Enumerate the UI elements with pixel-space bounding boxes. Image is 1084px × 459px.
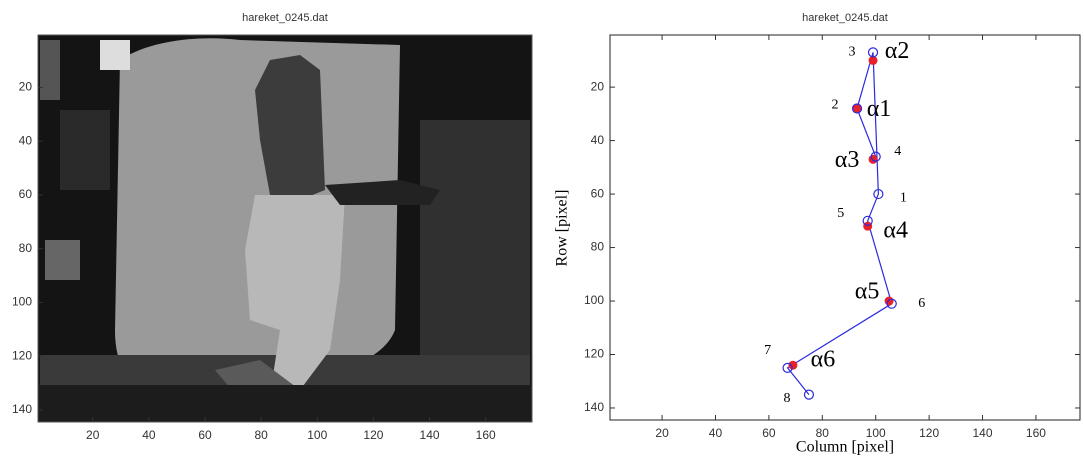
x-tick-label: 160 xyxy=(1026,426,1046,440)
angle-marker xyxy=(884,296,894,306)
chart-title: hareket_0245.dat xyxy=(242,12,328,24)
y-tick-label: 20 xyxy=(19,80,33,94)
x-tick-label: 80 xyxy=(254,428,268,442)
joint-point xyxy=(862,215,873,226)
angle-label: α3 xyxy=(835,147,860,173)
skeleton-line xyxy=(786,52,893,395)
skeleton-line xyxy=(856,108,877,157)
y-tick-label: 140 xyxy=(584,400,604,414)
x-tick-label: 60 xyxy=(762,426,776,440)
x-tick-label: 60 xyxy=(198,428,212,442)
angle-label: α1 xyxy=(867,96,892,122)
x-tick-label: 100 xyxy=(307,428,327,442)
x-tick-label: 120 xyxy=(363,428,383,442)
y-tick-label: 120 xyxy=(584,347,604,361)
y-tick-label: 20 xyxy=(591,79,605,93)
image-frame xyxy=(37,34,533,423)
y-tick-label: 40 xyxy=(591,133,605,147)
angle-marker xyxy=(868,154,878,164)
joint-label: 6 xyxy=(918,296,925,311)
x-tick-label: 20 xyxy=(86,428,100,442)
x-tick-label: 140 xyxy=(973,426,993,440)
y-tick-label: 60 xyxy=(19,187,33,201)
y-axis-label: Row [pixel] xyxy=(554,190,571,267)
x-tick-label: 40 xyxy=(709,426,723,440)
joint-label: 8 xyxy=(783,391,790,406)
joint-point xyxy=(782,362,793,373)
y-tick-label: 80 xyxy=(591,240,605,254)
x-tick-label: 160 xyxy=(476,428,496,442)
joint-point xyxy=(886,298,897,309)
joint-point xyxy=(873,188,884,200)
x-tick-label: 100 xyxy=(866,426,886,440)
y-tick-label: 40 xyxy=(19,133,33,147)
angle-label: α6 xyxy=(811,347,836,373)
y-tick-label: 140 xyxy=(12,402,32,416)
y-tick-label: 120 xyxy=(12,348,32,362)
angle-marker xyxy=(863,221,873,231)
angle-marker xyxy=(852,104,862,114)
joint-point xyxy=(803,389,815,400)
chart-title: hareket_0245.dat xyxy=(802,12,888,24)
joint-point xyxy=(851,103,863,114)
angle-marker xyxy=(868,55,878,65)
plot-frame xyxy=(609,34,1081,421)
camera-image xyxy=(38,35,532,422)
joint-label: 2 xyxy=(832,98,839,113)
joint-label: 5 xyxy=(837,206,844,221)
joint-label: 4 xyxy=(894,144,901,159)
x-tick-label: 140 xyxy=(420,428,440,442)
angle-label: α5 xyxy=(855,279,880,305)
x-axis-label: Column [pixel] xyxy=(796,439,894,456)
x-tick-label: 20 xyxy=(655,426,669,440)
joint-label: 3 xyxy=(849,45,856,60)
angle-label: α2 xyxy=(885,38,910,64)
joint-label: 1 xyxy=(900,190,907,205)
x-tick-label: 120 xyxy=(919,426,939,440)
angle-label: α4 xyxy=(883,218,908,244)
joint-point xyxy=(867,47,879,58)
y-tick-label: 100 xyxy=(12,295,32,309)
joint-label: 7 xyxy=(764,343,771,358)
x-tick-label: 40 xyxy=(142,428,156,442)
y-tick-label: 60 xyxy=(591,186,605,200)
angle-marker xyxy=(788,360,798,370)
y-tick-label: 100 xyxy=(584,293,604,307)
y-tick-label: 80 xyxy=(19,241,33,255)
x-tick-label: 80 xyxy=(816,426,830,440)
joint-point xyxy=(870,151,881,162)
